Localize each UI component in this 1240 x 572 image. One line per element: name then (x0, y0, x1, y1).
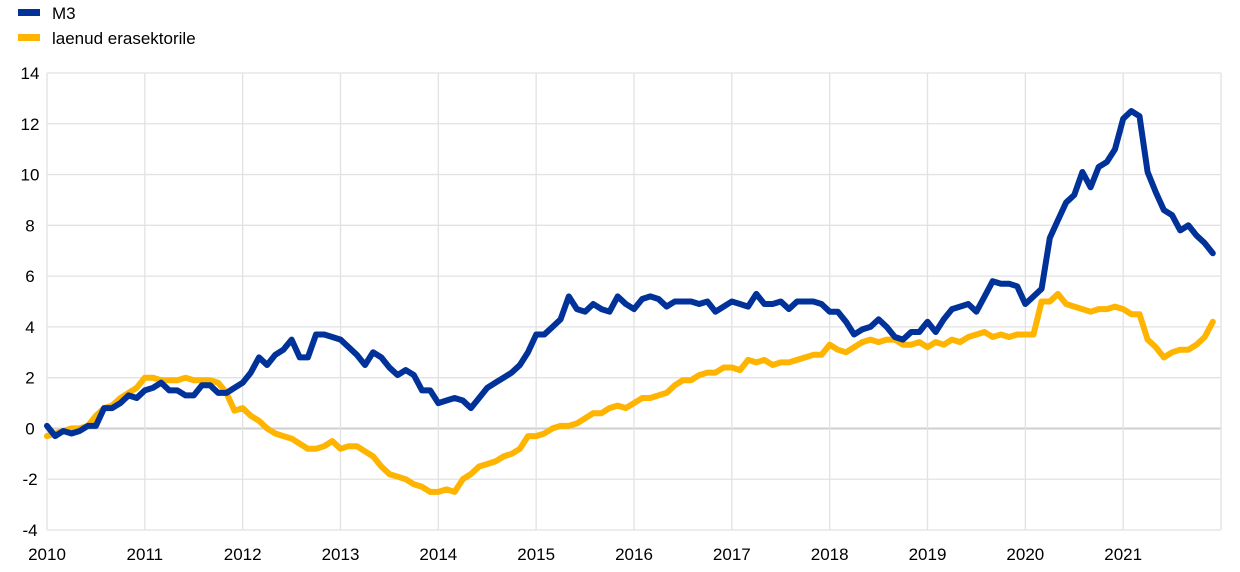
legend-swatch-m3 (18, 9, 40, 16)
y-axis-ticks: 14 12 10 8 6 4 2 0 -2 -4 (21, 64, 40, 540)
y-tick-label: 4 (25, 318, 34, 337)
y-tick-label: 10 (21, 166, 40, 185)
x-tick-label: 2021 (1104, 545, 1142, 564)
x-tick-label: 2011 (127, 545, 164, 564)
y-tick-label: 0 (25, 419, 34, 438)
x-tick-label: 2014 (419, 545, 457, 564)
x-tick-label: 2012 (224, 545, 262, 564)
y-tick-label: 12 (21, 115, 40, 134)
series-line-loans (44, 290, 1216, 495)
y-tick-label: -4 (22, 521, 37, 540)
x-tick-label: 2019 (909, 545, 947, 564)
x-tick-label: 2016 (615, 545, 653, 564)
legend-label-m3: M3 (52, 4, 76, 23)
x-axis-ticks: 2010 2011 2012 2013 2014 2015 2016 2017 2018 2019… (28, 545, 1142, 564)
series-line-m3 (44, 108, 1216, 440)
x-tick-label: 2010 (28, 545, 66, 564)
x-tick-label: 2013 (322, 545, 360, 564)
y-tick-label: 2 (25, 369, 34, 388)
x-tick-label: 2020 (1006, 545, 1044, 564)
y-tick-label: -2 (22, 470, 37, 489)
y-tick-label: 14 (21, 64, 40, 83)
legend-label-loans: laenud erasektorile (52, 29, 196, 48)
y-tick-label: 6 (25, 267, 34, 286)
legend-swatch-loans (18, 34, 40, 41)
y-tick-label: 8 (25, 216, 34, 235)
series-lines (44, 108, 1216, 495)
x-tick-label: 2018 (811, 545, 849, 564)
x-tick-label: 2017 (713, 545, 751, 564)
legend: M3 laenud erasektorile (18, 4, 196, 48)
x-tick-label: 2015 (517, 545, 555, 564)
